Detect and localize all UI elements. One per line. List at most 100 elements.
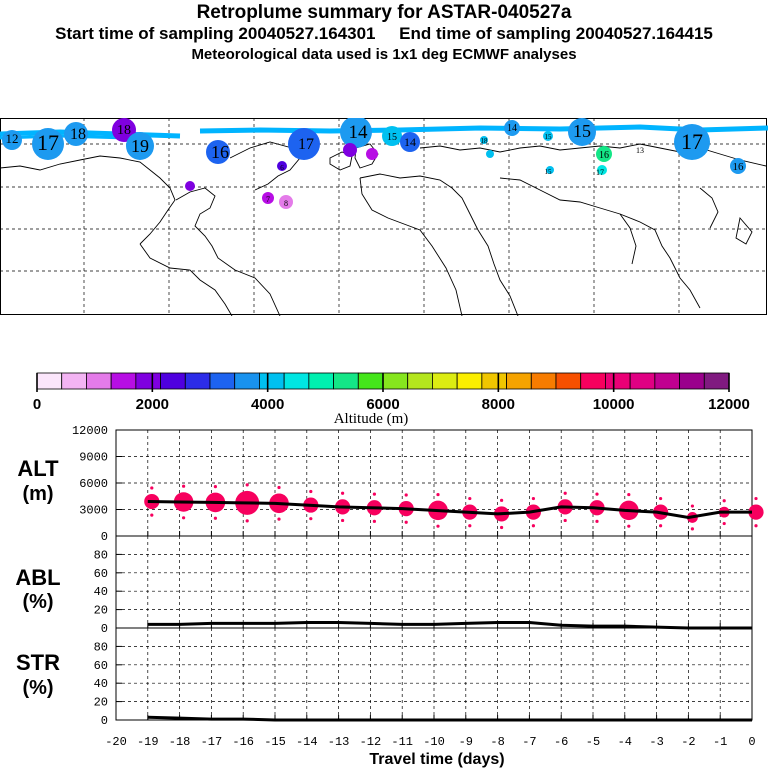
y-tick-label: 40	[94, 677, 108, 691]
alt-spread-dot	[754, 496, 758, 501]
alt-spread-dot	[722, 499, 726, 503]
colorbar-tick-label: 10000	[593, 396, 635, 413]
alt-spread-dot	[436, 524, 440, 528]
colorbar-ticks: 0 2000 4000 6000 8000 10000 12000	[33, 373, 750, 413]
alt-axis-unit: (m)	[22, 483, 53, 505]
x-tick-label: -19	[137, 735, 159, 749]
colorbar-tick-label: 6000	[366, 396, 399, 413]
colorbar-tick-label: 8000	[482, 396, 515, 413]
x-tick-label: -20	[105, 735, 127, 749]
alt-spread-dot	[372, 492, 376, 496]
plume-age-label: 17	[596, 168, 604, 177]
x-tick-label: -18	[169, 735, 191, 749]
x-axis-title: Travel time (days)	[369, 751, 504, 768]
plume-age-label: 16	[733, 161, 745, 173]
plume-age-label: 8	[284, 199, 288, 208]
colorbar-cell	[209, 372, 236, 390]
colorbar-cell	[679, 372, 705, 390]
alt-spread-dot	[690, 527, 695, 531]
colorbar-tick-label: 0	[33, 396, 41, 413]
y-tick-label: 20	[94, 696, 108, 710]
plume-age-label: 15	[387, 132, 397, 143]
x-tick-label: -2	[681, 735, 695, 749]
colorbar-cell	[86, 372, 112, 390]
alt-spread-dot	[754, 524, 758, 528]
alt-spread-dot	[309, 517, 313, 521]
y-tick-label: 6000	[79, 477, 108, 491]
colorbar-cell	[703, 372, 730, 390]
y-tick-label: 0	[101, 530, 108, 544]
y-tick-label: 80	[94, 640, 108, 654]
colorbar-cell	[61, 372, 87, 390]
plume-age-label: 16	[211, 142, 229, 162]
alt-spread-dot	[277, 485, 281, 490]
alt-spread-dot	[309, 489, 313, 494]
x-tick-label: -14	[296, 735, 318, 749]
alt-spread-dot	[722, 521, 726, 526]
plume-age-label: 14	[404, 135, 416, 149]
plume-age-label: 6	[280, 164, 284, 172]
alt-spread-dot	[404, 520, 408, 524]
alt-spread-dot	[563, 491, 567, 495]
plume-age-label: 18	[70, 126, 86, 143]
alt-axis-title: ALT	[17, 456, 59, 481]
colorbar-cell	[135, 372, 161, 390]
colorbar-cell	[184, 372, 211, 390]
altitude-colorbar: 0 2000 4000 6000 8000 10000 12000 Altitude (m)	[33, 372, 750, 427]
x-tick-label: -11	[391, 735, 413, 749]
x-tick-label: -9	[459, 735, 473, 749]
plume-age-label: 15	[573, 121, 591, 141]
alt-spread-dot	[213, 485, 217, 489]
map-coastlines	[0, 141, 767, 316]
end-time-value: 20040527.164415	[575, 24, 713, 43]
y-tick-label: 0	[101, 622, 108, 636]
colorbar-cell	[456, 372, 483, 390]
series-line	[147, 620, 752, 630]
x-tick-label: -6	[554, 735, 568, 749]
colorbar-cell	[357, 372, 384, 390]
series-line	[147, 715, 752, 722]
plume-age-label: 12	[6, 131, 19, 146]
alt-spread-dot	[245, 483, 249, 487]
colorbar-cell	[259, 372, 285, 390]
plume-age-label: 17	[681, 129, 703, 154]
map-graticule	[0, 118, 768, 316]
x-tick-label: -7	[522, 735, 536, 749]
colorbar-cell	[36, 372, 63, 390]
plume-age-label: 15	[545, 133, 553, 141]
alt-spread-dot	[468, 496, 472, 501]
time-series-panels: 120009000600030000806040200806040200-20-…	[15, 424, 764, 768]
x-tick-label: -5	[586, 735, 600, 749]
alt-spread-dot	[563, 518, 567, 523]
colorbar-cells	[36, 372, 730, 390]
alt-spread-dot	[531, 524, 536, 528]
start-time-label: Start time of sampling	[55, 24, 234, 43]
colorbar-cell	[432, 372, 458, 390]
x-tick-label: -17	[201, 735, 223, 749]
colorbar-cell	[382, 372, 409, 390]
alt-spread-dot	[182, 516, 186, 520]
plume-age-label: 15	[545, 168, 553, 176]
x-tick-label: -4	[618, 735, 632, 749]
colorbar-cell	[580, 372, 606, 390]
start-time-value: 20040527.164301	[238, 24, 376, 43]
colorbar-tick-label: 4000	[251, 396, 284, 413]
series-line	[147, 500, 752, 519]
y-tick-label: 60	[94, 567, 108, 581]
colorbar-tick-label: 2000	[136, 396, 169, 413]
plume-age-label: 7	[266, 195, 270, 204]
alt-spread-dot	[245, 519, 249, 523]
str-axis-title: STR	[16, 650, 60, 675]
alt-spread-dot	[659, 524, 663, 528]
colorbar-cell	[308, 372, 334, 390]
x-tick-label: -1	[713, 735, 727, 749]
alt-spread-dot	[468, 524, 472, 528]
colorbar-cell	[481, 372, 507, 390]
x-tick-label: 0	[748, 735, 755, 749]
plume-age-label: 13	[636, 146, 644, 155]
colorbar-cell	[283, 372, 310, 390]
alt-spread-dot	[341, 491, 345, 495]
alt-spread-dot	[659, 496, 663, 501]
